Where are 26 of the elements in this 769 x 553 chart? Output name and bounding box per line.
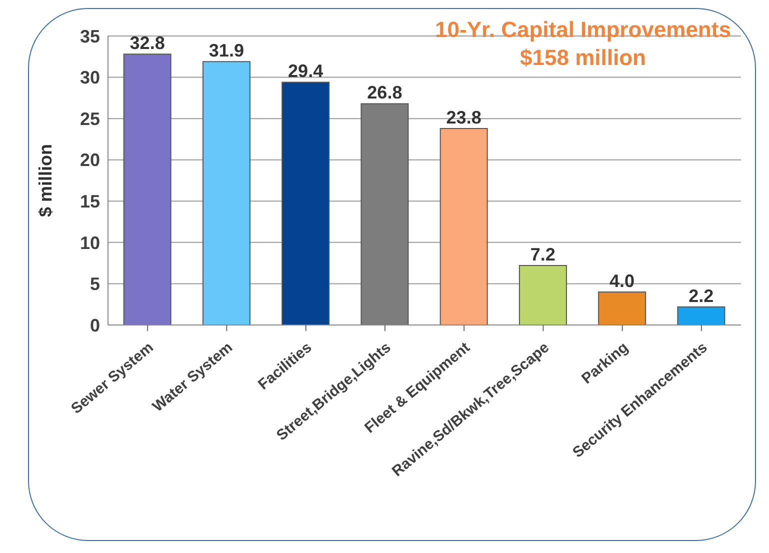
y-axis-title: $ million xyxy=(35,144,56,218)
y-tick-label: 35 xyxy=(80,26,100,46)
data-label: 32.8 xyxy=(130,33,165,54)
bar xyxy=(202,61,250,325)
data-label: 2.2 xyxy=(688,286,714,306)
y-tick-label: 15 xyxy=(80,192,100,212)
y-tick-label: 20 xyxy=(80,150,100,170)
data-label: 23.8 xyxy=(446,107,482,128)
data-label: 4.0 xyxy=(610,270,635,291)
y-tick-label: 10 xyxy=(80,232,100,253)
y-tick-label: 5 xyxy=(90,274,100,294)
bar xyxy=(518,265,567,325)
y-tick-label: 25 xyxy=(80,108,100,129)
y-tick-label: 0 xyxy=(90,315,100,336)
bar xyxy=(598,291,646,325)
chart-subtitle: $158 million xyxy=(519,44,647,72)
bar xyxy=(677,306,726,325)
y-tick-label: 30 xyxy=(80,68,100,88)
data-label: 29.4 xyxy=(288,61,324,82)
bar xyxy=(123,54,172,325)
bar xyxy=(282,82,330,325)
data-label: 31.9 xyxy=(208,40,244,61)
bar xyxy=(440,128,488,325)
chart-title: 10-Yr. Capital Improvements xyxy=(434,16,732,44)
data-label: 26.8 xyxy=(367,82,402,103)
data-label: 7.2 xyxy=(530,244,556,265)
